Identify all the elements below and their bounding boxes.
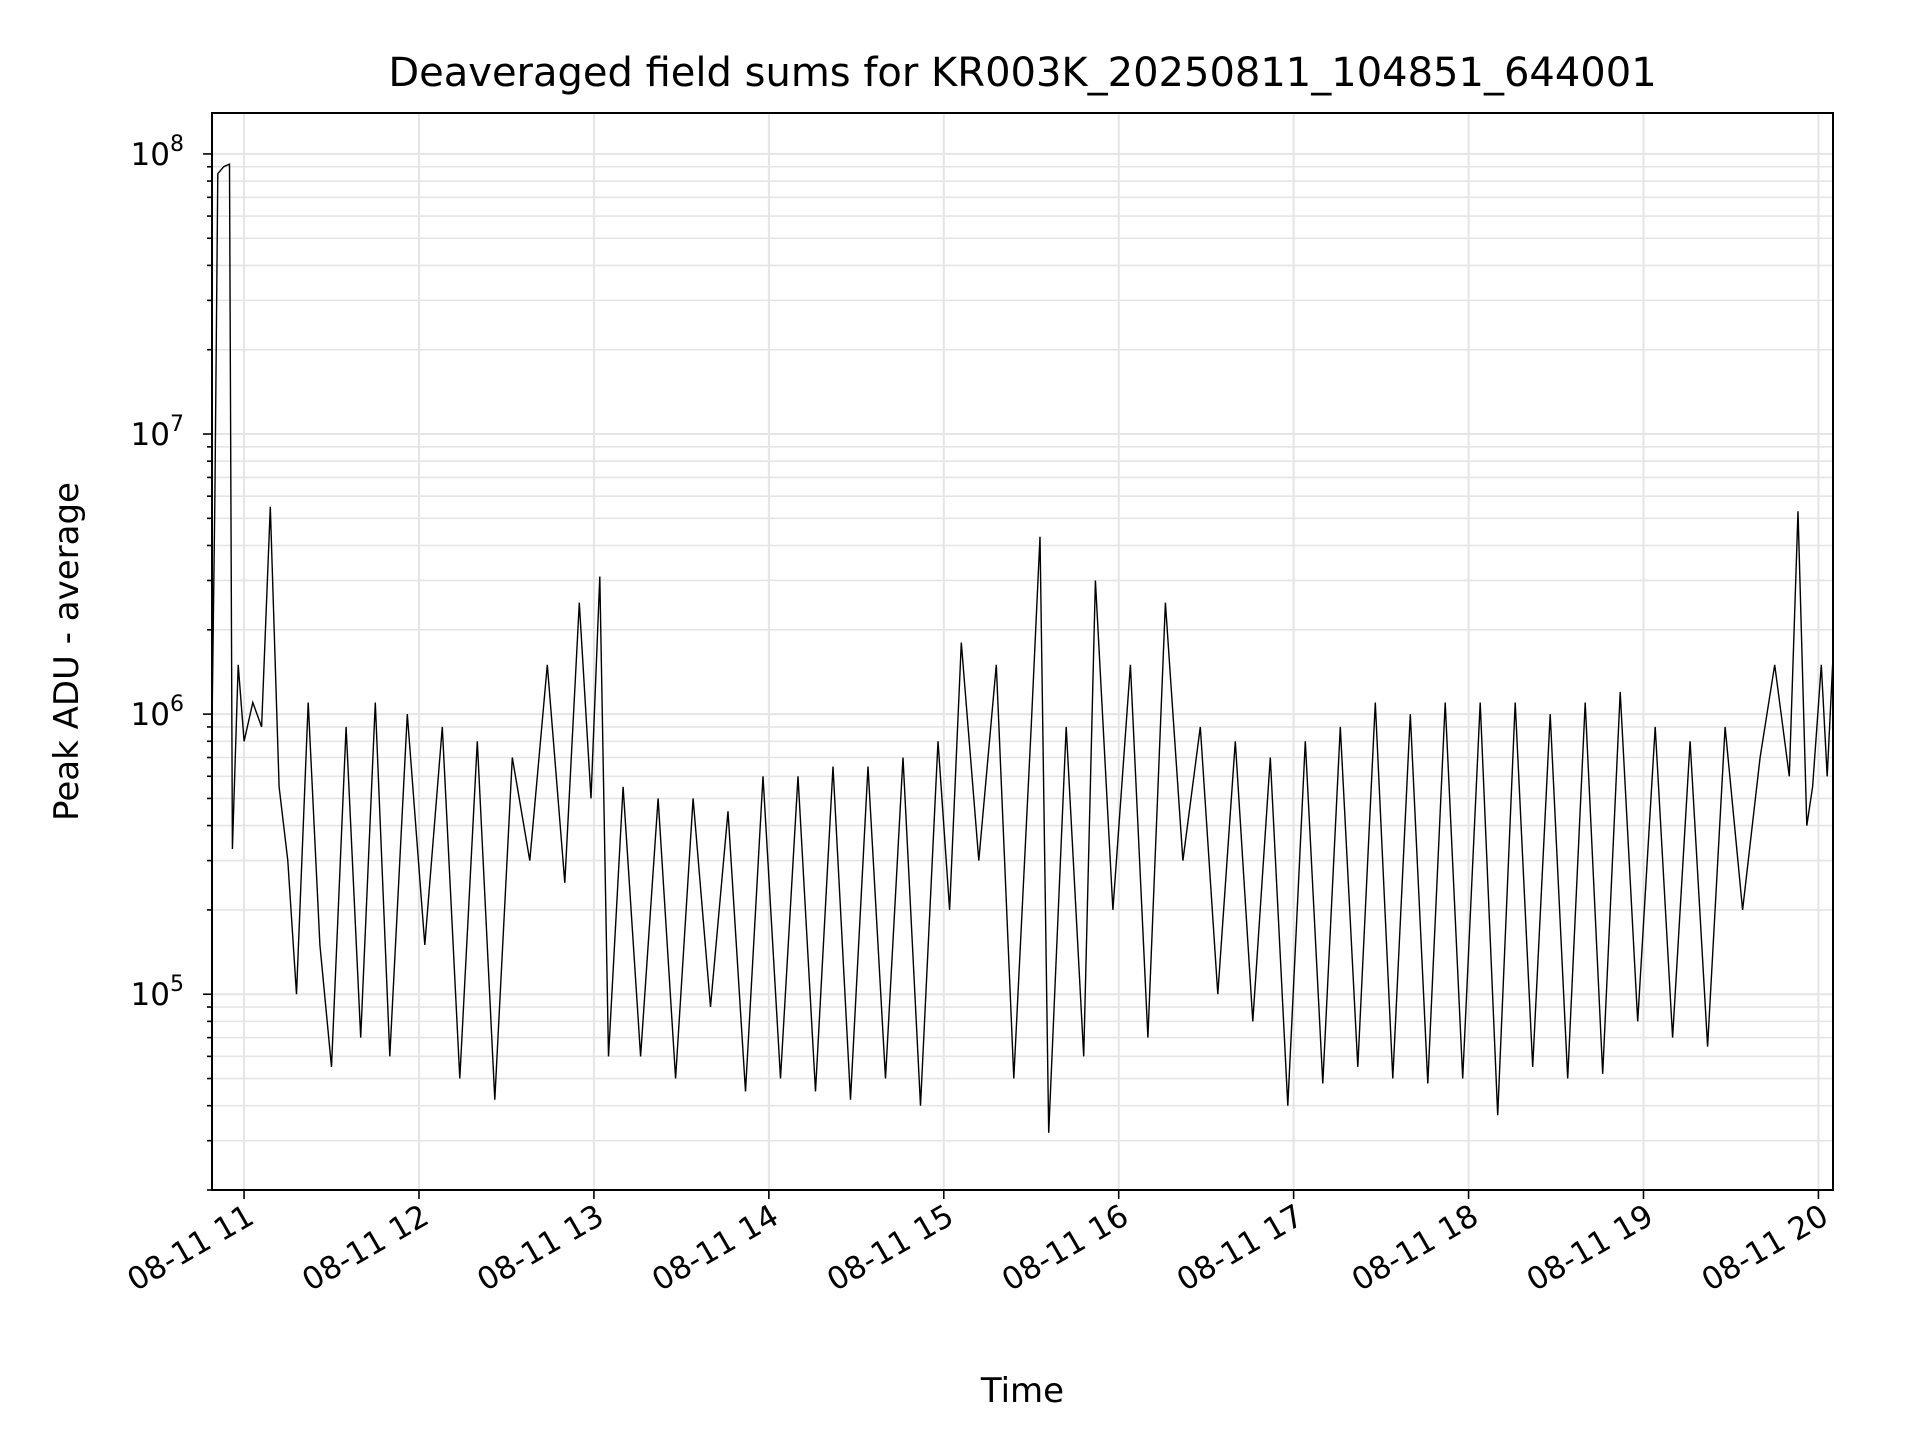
plot-frame: [211, 112, 1834, 1191]
y-axis: 105 106 107 108: [131, 132, 212, 1191]
y-tick-label: 105: [131, 972, 184, 1013]
y-tick-label: 107: [131, 412, 184, 453]
y-axis-label: Peak ADU - average: [47, 482, 87, 821]
chart-title: Deaveraged field sums for KR003K_2025081…: [388, 50, 1656, 96]
series-layer: [211, 163, 1834, 1133]
series-line: [211, 163, 1834, 1133]
y-tick-label: 108: [131, 132, 184, 173]
y-tick-label: 106: [131, 692, 184, 733]
x-axis-label: Time: [980, 1371, 1064, 1411]
